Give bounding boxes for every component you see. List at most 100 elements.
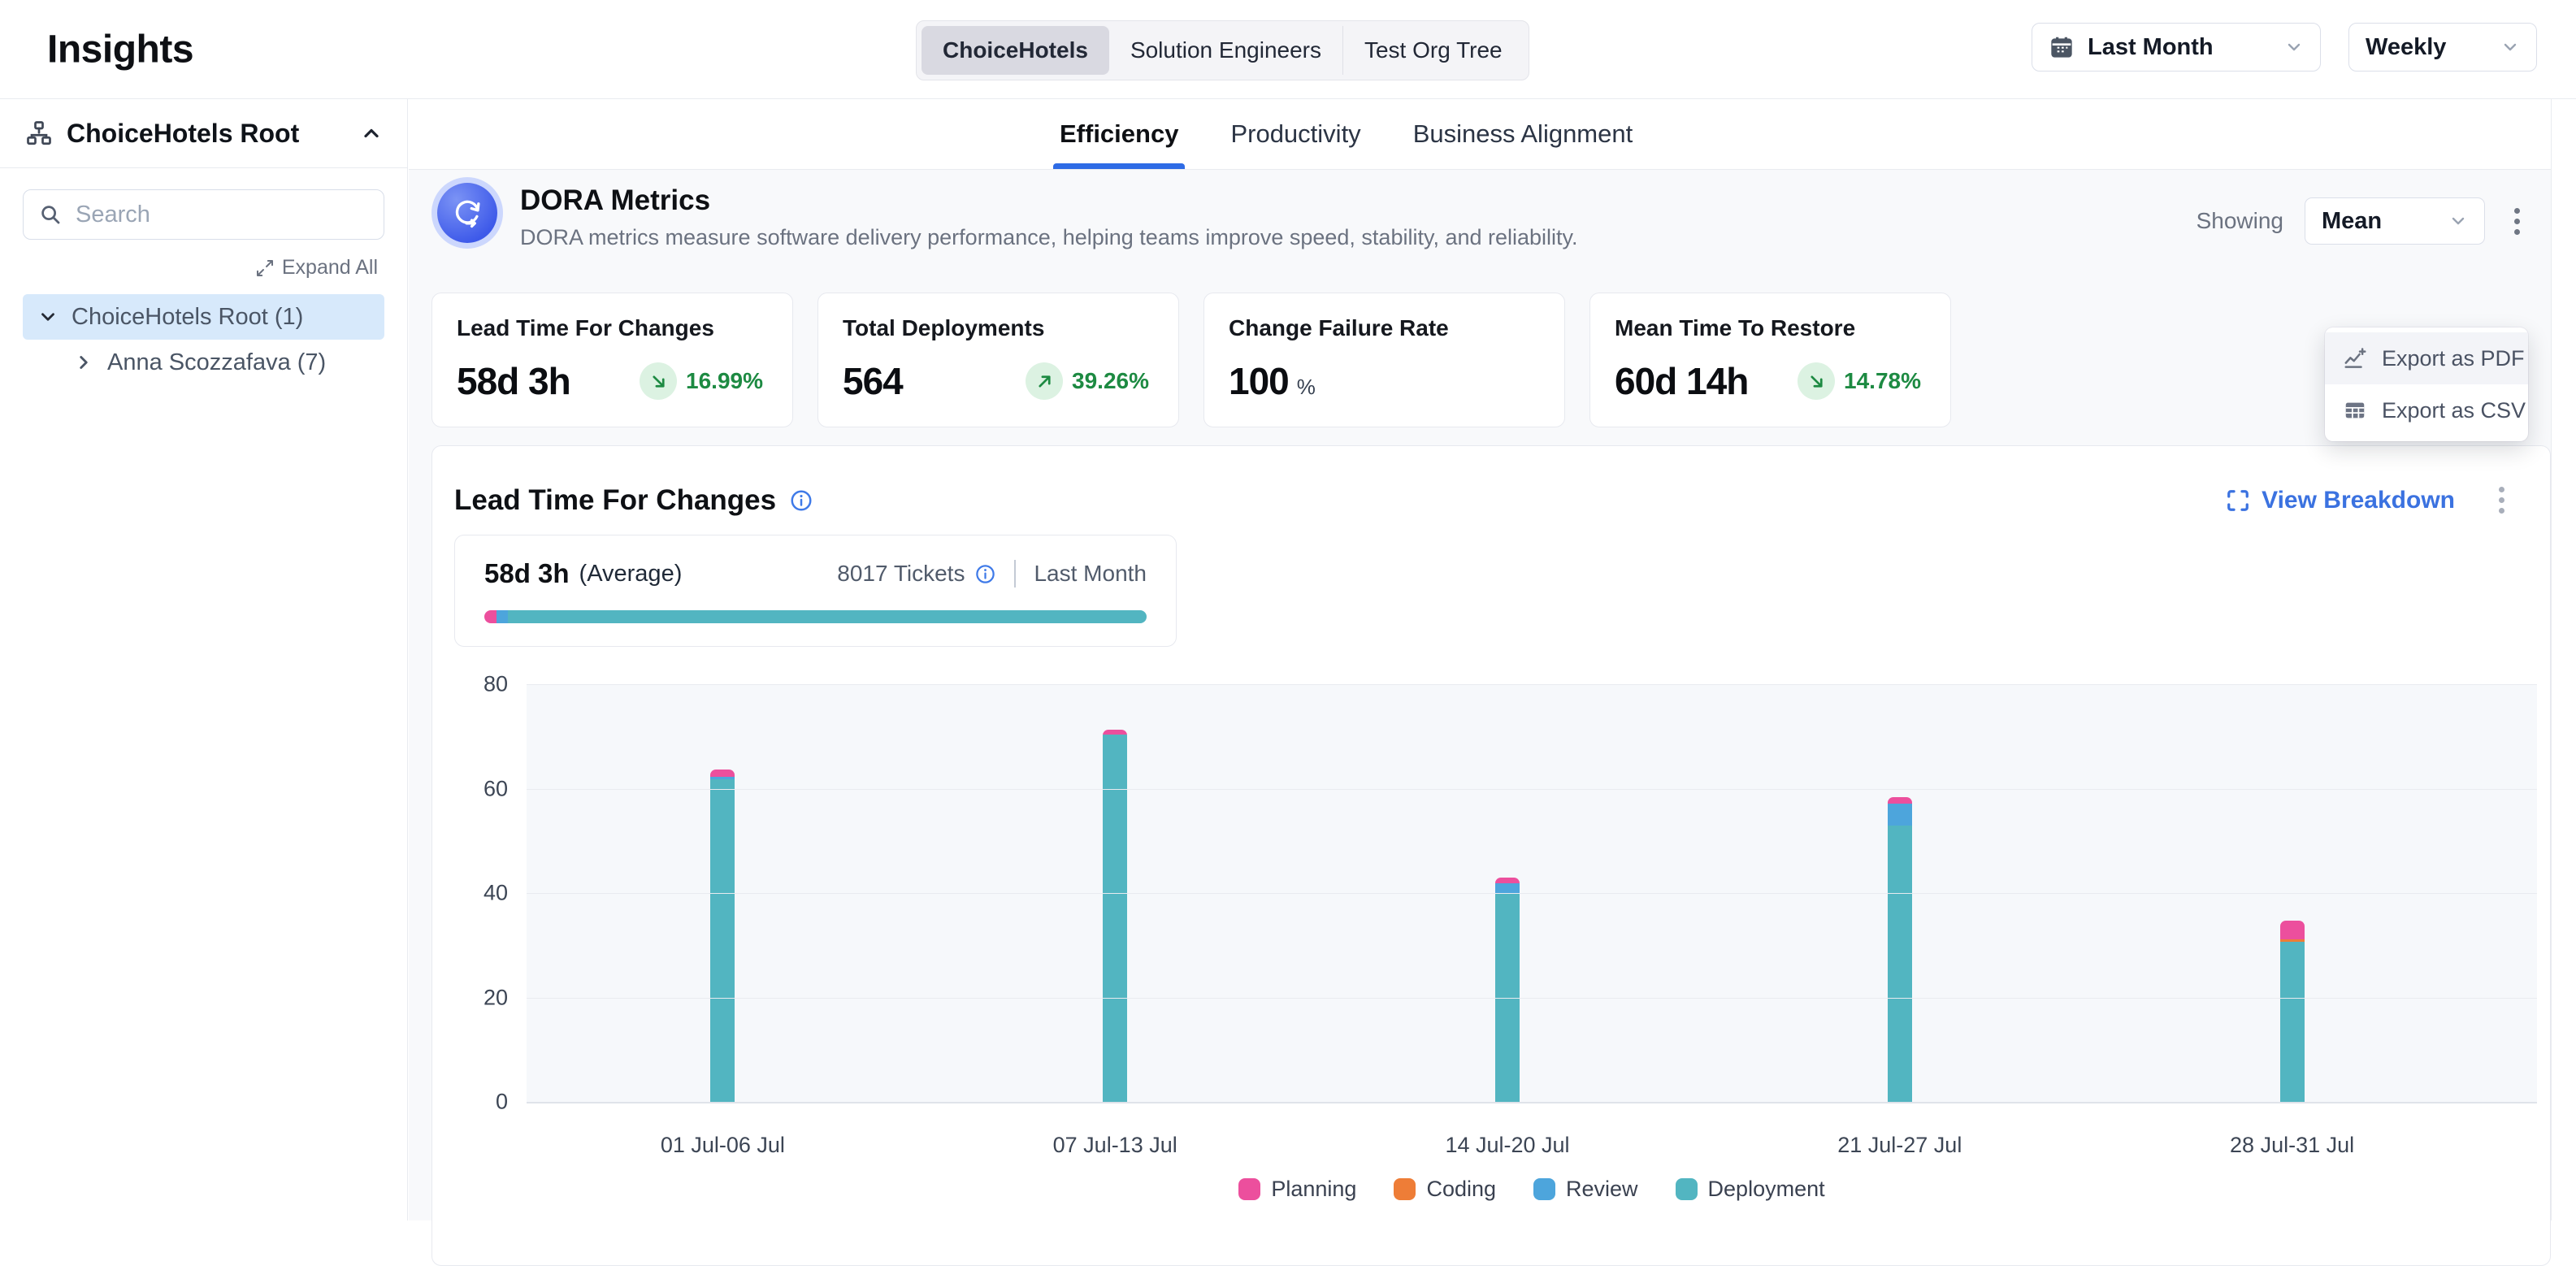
y-tick-40: 40 xyxy=(484,881,508,906)
tree-node-anna-scozzafava-7[interactable]: Anna Scozzafava (7) xyxy=(23,340,384,385)
metric-card-title: Mean Time To Restore xyxy=(1615,315,1926,341)
sidebar-title: ChoiceHotels Root xyxy=(67,119,347,149)
legend-label: Deployment xyxy=(1708,1177,1825,1202)
trend-badge: 16.99% xyxy=(640,362,763,400)
tab-productivity[interactable]: Productivity xyxy=(1230,99,1360,169)
chevron-down-icon xyxy=(37,306,59,327)
metric-card-change-failure-rate: Change Failure Rate100% xyxy=(1203,293,1565,427)
lead-time-panel: Lead Time For Changes View Breakdown 58d… xyxy=(432,445,2551,1266)
org-tab-test-org-tree[interactable]: Test Org Tree xyxy=(1342,26,1524,75)
info-icon[interactable] xyxy=(789,488,813,513)
tree-node-label: Anna Scozzafava (7) xyxy=(107,349,326,376)
summary-period: Last Month xyxy=(1034,561,1147,587)
bar-segment-deployment xyxy=(1888,826,1912,1102)
trend-value: 14.78% xyxy=(1844,368,1921,394)
chevron-up-icon[interactable] xyxy=(360,122,383,145)
summary-tickets: 8017 Tickets xyxy=(837,561,965,587)
metric-card-title: Lead Time For Changes xyxy=(457,315,768,341)
metric-card-value: 58d 3h xyxy=(457,359,570,403)
view-breakdown-label: View Breakdown xyxy=(2262,487,2455,514)
org-tab-choicehotels[interactable]: ChoiceHotels xyxy=(922,26,1109,75)
org-tree-icon xyxy=(24,119,54,148)
menu-item-label: Export as CSV xyxy=(2382,398,2526,423)
stacked-bar-14-jul-20-jul xyxy=(1495,878,1520,1102)
metric-card-value: 100% xyxy=(1229,359,1316,403)
search-input[interactable] xyxy=(74,201,369,229)
sidebar-header: ChoiceHotels Root xyxy=(0,99,407,168)
stacked-bar-07-jul-13-jul xyxy=(1103,730,1127,1102)
bar-segment-planning xyxy=(1888,797,1912,804)
chevron-right-icon xyxy=(73,352,94,373)
menu-item-export-as-pdf[interactable]: Export as PDF xyxy=(2325,332,2528,384)
phase-progress-bar xyxy=(484,610,1147,623)
gridline-80 xyxy=(527,684,2537,685)
date-range-value: Last Month xyxy=(2088,34,2214,61)
topbar: Insights ChoiceHotelsSolution EngineersT… xyxy=(0,0,2576,99)
chevron-down-icon xyxy=(2448,211,2468,231)
stacked-bar-01-jul-06-jul xyxy=(710,770,735,1102)
panel-title: Lead Time For Changes xyxy=(454,484,776,517)
metric-card-unit: % xyxy=(1297,375,1316,399)
trend-value: 39.26% xyxy=(1072,368,1149,394)
trend-circle xyxy=(1798,362,1835,400)
trend-circle xyxy=(1026,362,1063,400)
legend-label: Planning xyxy=(1271,1177,1356,1202)
panel-kebab-menu-button[interactable] xyxy=(2491,482,2513,518)
trend-badge: 14.78% xyxy=(1798,362,1921,400)
tree-node-label: ChoiceHotels Root (1) xyxy=(72,304,303,331)
lead-time-summary-card: 58d 3h (Average) 8017 Tickets Last Month xyxy=(454,535,1177,647)
chevron-down-icon xyxy=(2500,37,2520,57)
menu-item-export-as-csv[interactable]: Export as CSV xyxy=(2325,384,2528,436)
expand-all-button[interactable]: Expand All xyxy=(255,256,378,280)
tab-efficiency[interactable]: Efficiency xyxy=(1060,99,1178,169)
y-tick-20: 20 xyxy=(484,985,508,1010)
x-tick-14-jul-20-jul: 14 Jul-20 Jul xyxy=(1312,1133,1704,1158)
x-tick-28-jul-31-jul: 28 Jul-31 Jul xyxy=(2096,1133,2488,1158)
x-tick-07-jul-13-jul: 07 Jul-13 Jul xyxy=(919,1133,1312,1158)
expand-corners-icon xyxy=(2226,488,2250,513)
arrow-down-right-icon xyxy=(1806,371,1827,392)
org-tab-solution-engineers[interactable]: Solution Engineers xyxy=(1109,26,1342,75)
chart-line-icon xyxy=(2343,346,2367,371)
bar-segment-review xyxy=(1495,883,1520,893)
bar-segment-planning xyxy=(1495,878,1520,883)
legend-item-planning: Planning xyxy=(1238,1177,1356,1202)
main-area: Efficiency Productivity Business Alignment… xyxy=(409,99,2552,1220)
granularity-select[interactable]: Weekly xyxy=(2348,23,2537,72)
lead-time-chart: 020406080 01 Jul-06 Jul07 Jul-13 Jul14 J… xyxy=(454,684,2537,1237)
legend-swatch-planning xyxy=(1238,1178,1260,1200)
metric-cards-row: Lead Time For Changes58d 3h16.99%Total D… xyxy=(432,293,2528,427)
search-icon xyxy=(38,202,63,227)
showing-label: Showing xyxy=(2197,208,2283,234)
org-switcher: ChoiceHotelsSolution EngineersTest Org T… xyxy=(916,20,1529,80)
bar-segment-planning xyxy=(2280,921,2305,939)
tab-business-alignment[interactable]: Business Alignment xyxy=(1413,99,1633,169)
table-icon xyxy=(2343,398,2367,423)
x-tick-21-jul-27-jul: 21 Jul-27 Jul xyxy=(1703,1133,2096,1158)
gridline-60 xyxy=(527,789,2537,790)
mean-select[interactable]: Mean xyxy=(2305,197,2485,245)
legend-label: Review xyxy=(1566,1177,1638,1202)
dora-kebab-menu-button[interactable] xyxy=(2506,203,2528,240)
date-range-select[interactable]: Last Month xyxy=(2032,23,2321,72)
divider xyxy=(1014,560,1016,587)
metric-card-value: 564 xyxy=(843,359,903,403)
view-breakdown-button[interactable]: View Breakdown xyxy=(2226,487,2455,514)
dora-description: DORA metrics measure software delivery p… xyxy=(520,225,1578,250)
main-tabs: Efficiency Productivity Business Alignment xyxy=(1060,99,1633,169)
info-icon[interactable] xyxy=(974,563,996,585)
legend-label: Coding xyxy=(1426,1177,1496,1202)
bar-segment-deployment xyxy=(710,779,735,1102)
arrow-down-right-icon xyxy=(648,371,669,392)
dora-header: DORA Metrics DORA metrics measure softwa… xyxy=(432,183,2528,250)
metric-card-value-row: 564 39.26% xyxy=(843,359,1154,403)
tree-node-choicehotels-root-1[interactable]: ChoiceHotels Root (1) xyxy=(23,294,384,340)
granularity-value: Weekly xyxy=(2366,34,2446,61)
trend-circle xyxy=(640,362,677,400)
legend-swatch-deployment xyxy=(1676,1178,1698,1200)
progress-segment-deployment xyxy=(508,610,1147,623)
x-tick-01-jul-06-jul: 01 Jul-06 Jul xyxy=(527,1133,919,1158)
metric-card-value-row: 58d 3h 16.99% xyxy=(457,359,768,403)
calendar-icon xyxy=(2049,34,2075,60)
y-axis-labels: 020406080 xyxy=(454,684,508,1102)
